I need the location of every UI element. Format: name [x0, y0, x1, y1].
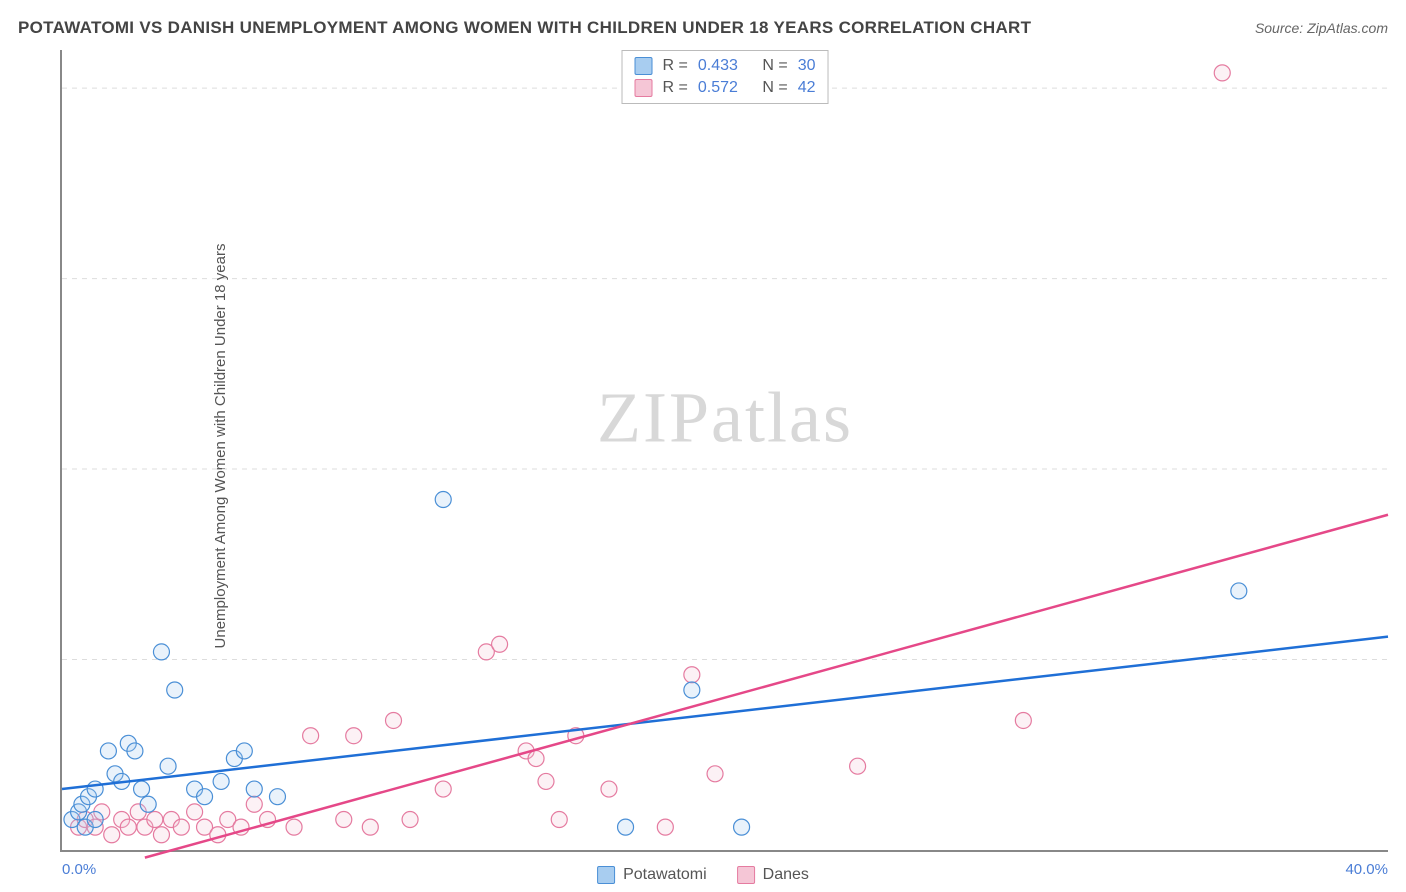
y-tick-label: 25.0% — [1398, 661, 1406, 678]
legend-item-danes: Danes — [737, 866, 809, 884]
data-point — [618, 819, 634, 835]
x-tick-label: 40.0% — [1345, 861, 1388, 878]
data-point — [100, 743, 116, 759]
swatch-danes-icon — [737, 866, 755, 884]
data-point — [153, 644, 169, 660]
trendline — [145, 515, 1388, 858]
data-point — [734, 819, 750, 835]
data-point — [551, 812, 567, 828]
data-point — [134, 781, 150, 797]
data-point — [104, 827, 120, 843]
data-point — [1214, 65, 1230, 81]
data-point — [127, 743, 143, 759]
data-point — [707, 766, 723, 782]
data-point — [1231, 583, 1247, 599]
scatter-chart — [62, 50, 1388, 850]
title-bar: POTAWATOMI VS DANISH UNEMPLOYMENT AMONG … — [18, 18, 1388, 38]
data-point — [684, 667, 700, 683]
data-point — [336, 812, 352, 828]
data-point — [601, 781, 617, 797]
data-point — [153, 827, 169, 843]
legend-row-danes: R = 0.572 N = 42 — [635, 77, 816, 99]
y-tick-label: 75.0% — [1398, 280, 1406, 297]
data-point — [120, 819, 136, 835]
source-label: Source: ZipAtlas.com — [1255, 20, 1388, 36]
data-point — [87, 812, 103, 828]
correlation-legend: R = 0.433 N = 30 R = 0.572 N = 42 — [622, 50, 829, 104]
data-point — [850, 758, 866, 774]
data-point — [160, 758, 176, 774]
data-point — [167, 682, 183, 698]
plot-area: ZIPatlas R = 0.433 N = 30 R = 0.572 N = … — [60, 50, 1388, 852]
chart-title: POTAWATOMI VS DANISH UNEMPLOYMENT AMONG … — [18, 18, 1031, 38]
data-point — [140, 796, 156, 812]
legend-row-potawatomi: R = 0.433 N = 30 — [635, 55, 816, 77]
data-point — [492, 636, 508, 652]
data-point — [1015, 712, 1031, 728]
y-tick-label: 100.0% — [1398, 90, 1406, 107]
data-point — [147, 812, 163, 828]
swatch-potawatomi-icon — [597, 866, 615, 884]
series-legend: Potawatomi Danes — [597, 866, 809, 884]
data-point — [246, 796, 262, 812]
data-point — [538, 773, 554, 789]
y-tick-label: 50.0% — [1398, 471, 1406, 488]
data-point — [197, 789, 213, 805]
data-point — [303, 728, 319, 744]
data-point — [213, 773, 229, 789]
x-tick-label: 0.0% — [62, 861, 96, 878]
swatch-danes — [635, 79, 653, 97]
data-point — [402, 812, 418, 828]
data-point — [236, 743, 252, 759]
data-point — [187, 804, 203, 820]
data-point — [528, 751, 544, 767]
data-point — [362, 819, 378, 835]
data-point — [346, 728, 362, 744]
data-point — [246, 781, 262, 797]
data-point — [657, 819, 673, 835]
plot-container: ZIPatlas R = 0.433 N = 30 R = 0.572 N = … — [60, 50, 1388, 852]
swatch-potawatomi — [635, 57, 653, 75]
legend-item-potawatomi: Potawatomi — [597, 866, 707, 884]
data-point — [173, 819, 189, 835]
data-point — [386, 712, 402, 728]
data-point — [435, 781, 451, 797]
data-point — [684, 682, 700, 698]
data-point — [286, 819, 302, 835]
data-point — [269, 789, 285, 805]
data-point — [435, 492, 451, 508]
